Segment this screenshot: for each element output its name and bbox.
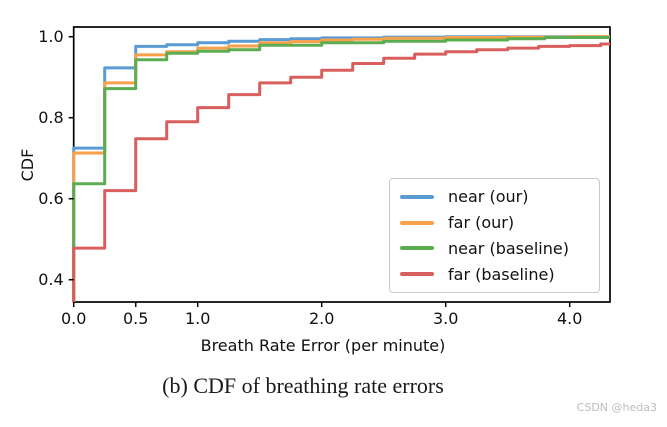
legend-label-near-our: near (our) [448, 187, 529, 207]
legend-label-far-baseline: far (baseline) [448, 264, 555, 284]
watermark-text: CSDN @heda3 [576, 401, 657, 414]
legend-swatch-far-our [400, 220, 434, 225]
legend-label-far-our: far (our) [448, 213, 515, 233]
x-tick-label: 0.5 [122, 309, 149, 328]
legend-item-far-baseline: far (baseline) [398, 265, 591, 284]
series-line-far-baseline [72, 42, 610, 302]
x-axis-label: Breath Rate Error (per minute) [200, 336, 446, 355]
x-tick-label: 1.0 [184, 309, 211, 328]
x-tick-label: 3.0 [432, 309, 459, 328]
legend-box: near (our) far (our) near (baseline) far (b… [389, 178, 600, 293]
figure-caption: (b) CDF of breathing rate errors [162, 373, 444, 398]
legend-swatch-near-our [400, 194, 434, 199]
y-axis-label: CDF [18, 148, 37, 182]
y-tick-label: 1.0 [38, 26, 64, 46]
legend-item-near-our: near (our) [398, 187, 591, 206]
legend-swatch-far-baseline [400, 272, 434, 277]
x-tick-label: 2.0 [308, 309, 335, 328]
y-tick-label: 0.4 [38, 269, 64, 289]
x-tick-label: 0.0 [60, 309, 87, 328]
y-tick-label: 0.6 [38, 188, 64, 208]
legend-item-near-baseline: near (baseline) [398, 239, 591, 258]
legend-label-near-baseline: near (baseline) [448, 238, 569, 258]
y-tick-label: 0.8 [38, 107, 64, 127]
series-line-near-baseline [72, 36, 610, 302]
x-tick-label: 4.0 [556, 309, 583, 328]
legend-item-far-our: far (our) [398, 213, 591, 232]
legend-swatch-near-baseline [400, 246, 434, 251]
